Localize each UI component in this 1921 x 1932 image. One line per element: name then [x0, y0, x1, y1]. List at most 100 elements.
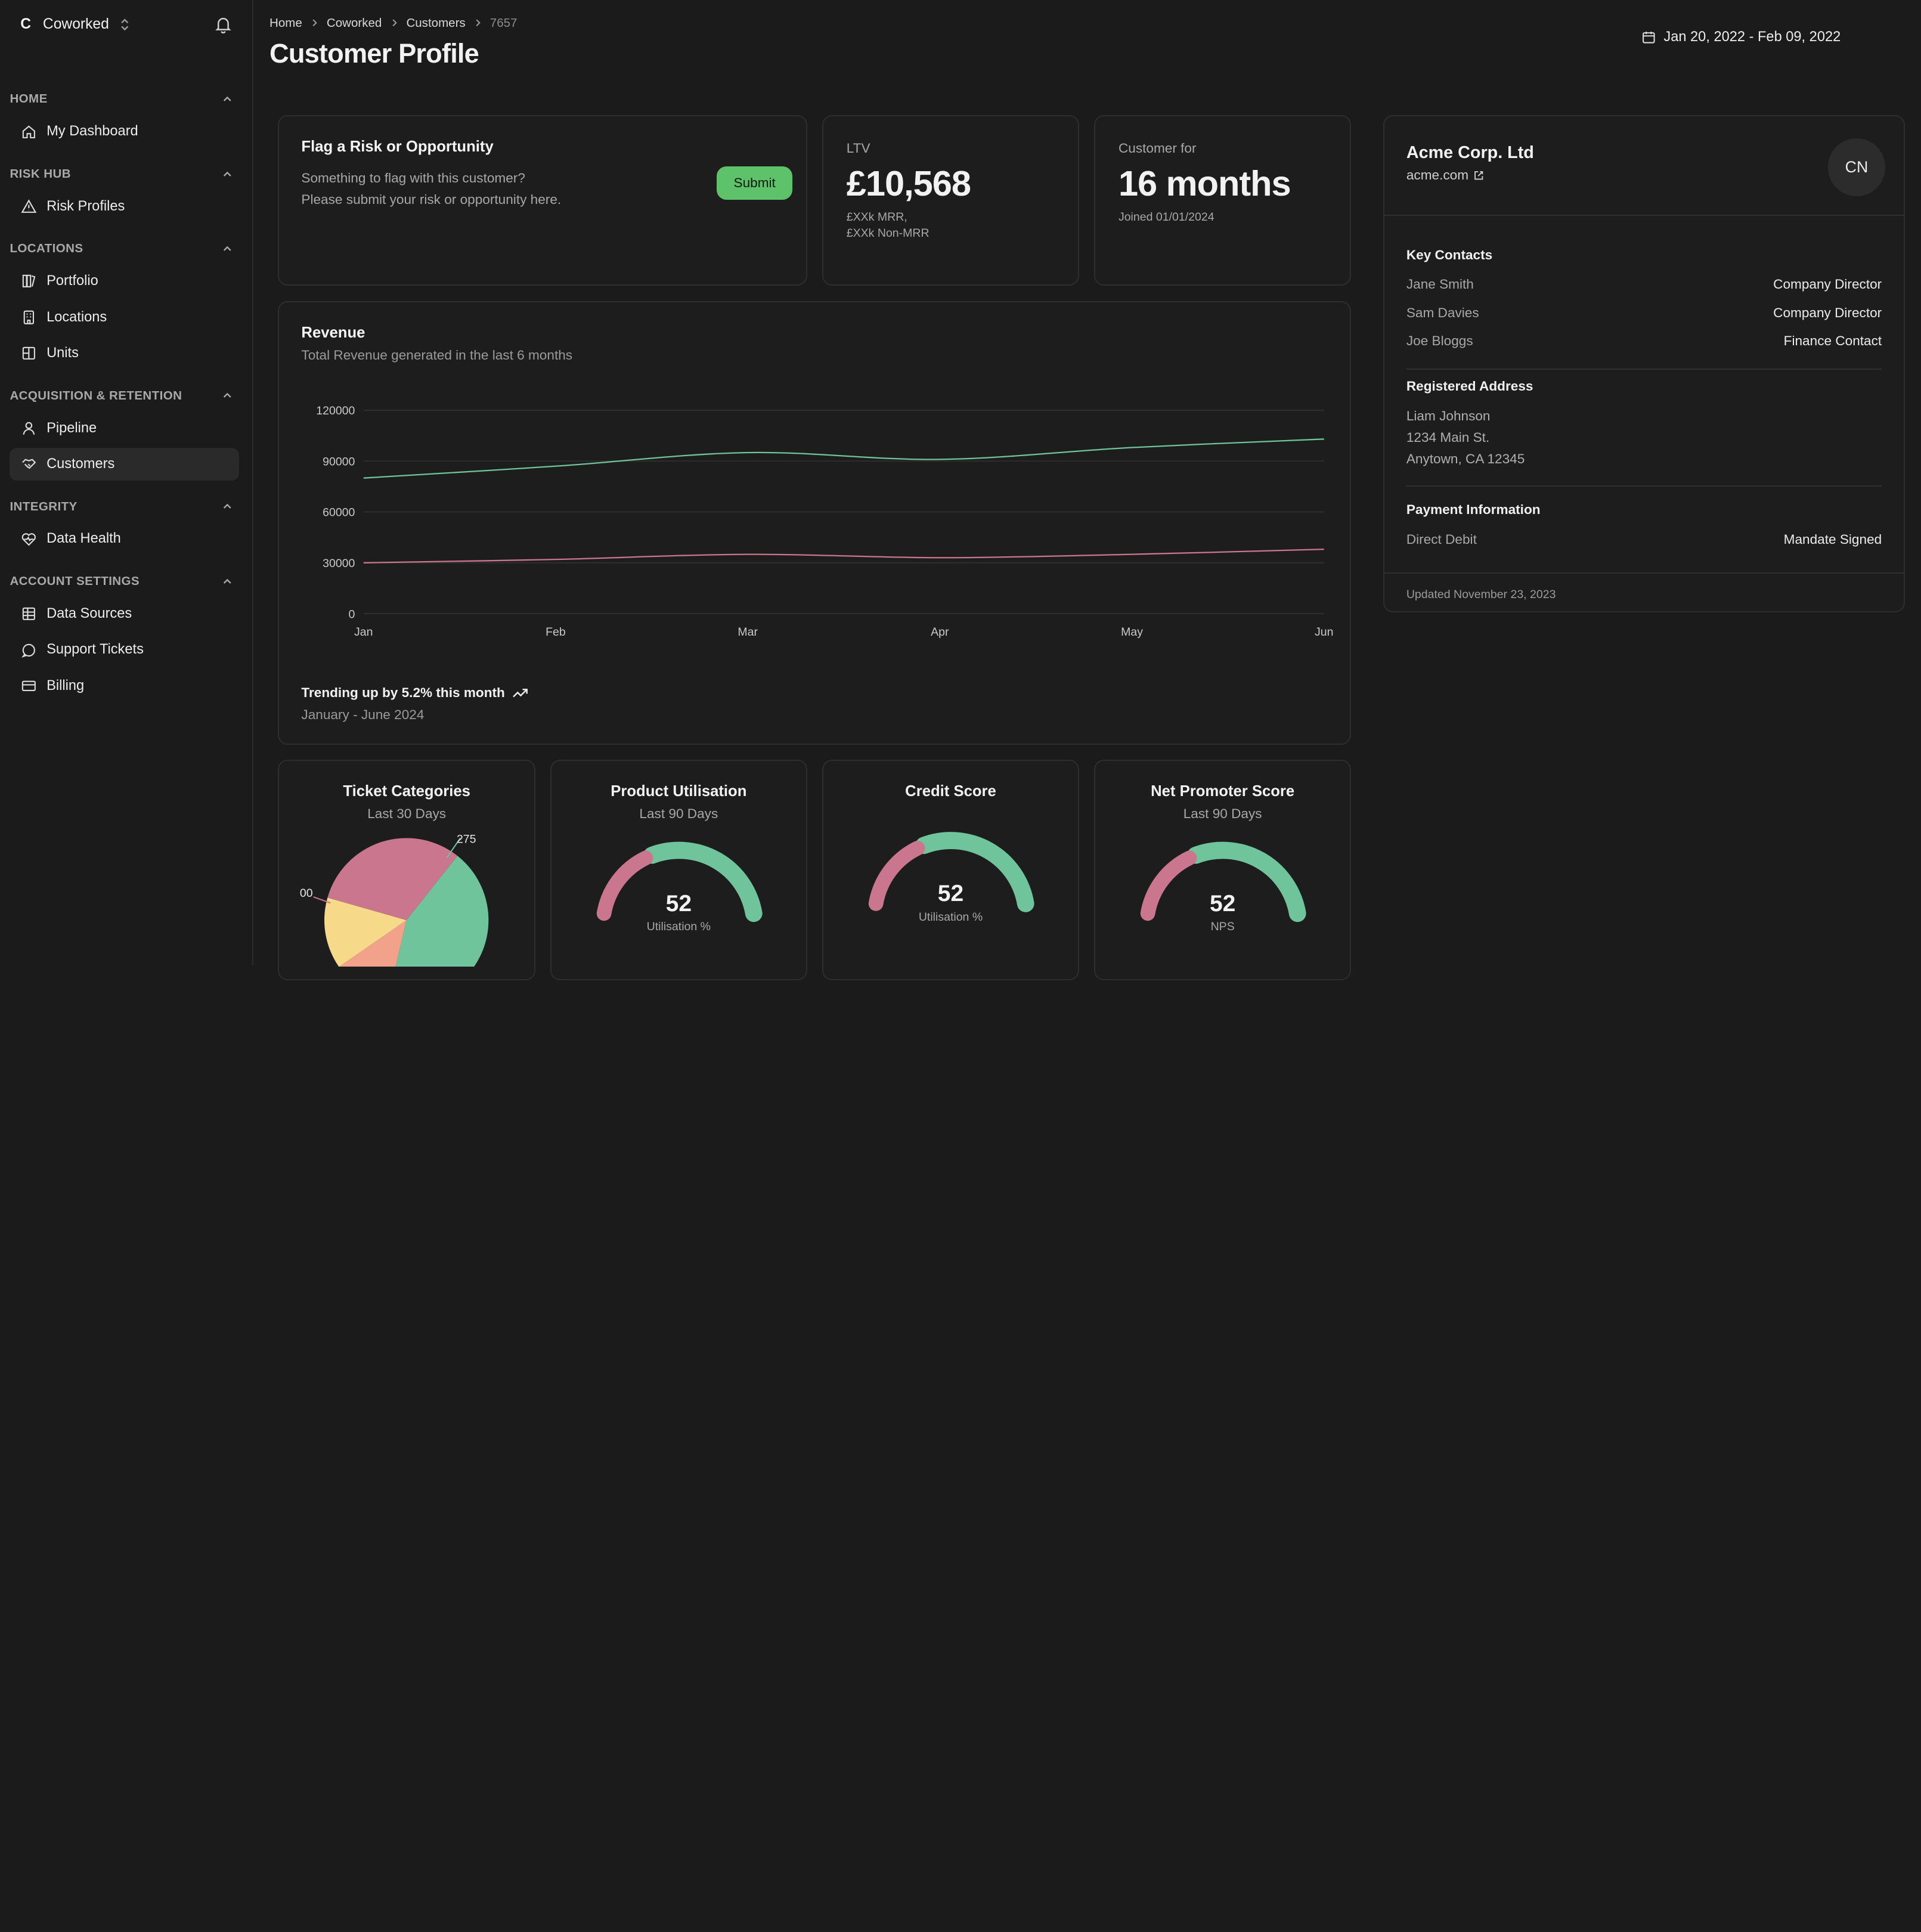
chevron-right-icon	[312, 19, 317, 27]
table-icon	[22, 607, 35, 620]
gauge-value: 52	[1209, 890, 1236, 917]
sidebar-item-data-health[interactable]: Data Health	[10, 522, 238, 555]
submit-button[interactable]: Submit	[716, 166, 793, 200]
section-header-account-settings[interactable]: ACCOUNT SETTINGS	[0, 565, 253, 597]
sidebar-item-customers[interactable]: Customers	[10, 447, 239, 481]
ticket-categories-card: 275 00 Ticket Categories Last 30 Days	[278, 759, 535, 980]
sidebar-item-billing[interactable]: Billing	[10, 670, 238, 702]
ticket-categories-pie-chart: 275 00	[300, 833, 489, 967]
section-header-acquisition[interactable]: ACQUISITION & RETENTION	[0, 380, 253, 411]
payment-info-heading: Payment Information	[1406, 502, 1541, 518]
y-tick-label: 90000	[323, 456, 355, 469]
breadcrumb-home[interactable]: Home	[269, 16, 302, 30]
org-switcher[interactable]: C Coworked	[10, 13, 242, 37]
breadcrumb-current: 7657	[489, 16, 518, 30]
gauge-label: Utilisation %	[918, 910, 983, 924]
x-tick-label: Jun	[1315, 626, 1333, 639]
revenue-title: Revenue	[301, 324, 365, 342]
avatar[interactable]: CN	[1827, 138, 1886, 196]
breadcrumb-coworked[interactable]: Coworked	[326, 16, 382, 30]
x-tick-label: Mar	[738, 626, 758, 639]
pie-label-leader	[313, 896, 331, 904]
series-line	[364, 549, 1325, 564]
pie-label: 275	[457, 833, 476, 846]
divider	[1384, 214, 1904, 216]
user-icon	[23, 422, 35, 435]
chevron-up-icon	[223, 393, 231, 398]
section-header-locations[interactable]: LOCATIONS	[0, 233, 253, 264]
gauge-label: Utilisation %	[646, 920, 711, 934]
books-icon	[22, 274, 36, 288]
ltv-card: LTV £10,568 £XXk MRR, £XXk Non-MRR	[822, 115, 1080, 286]
revenue-line-chart: 0 30000 60000 90000 120000 Jan Feb Mar Apr May Jun	[317, 404, 1334, 639]
credit-score-gauge	[868, 832, 1034, 912]
contact-row: Joe Bloggs Finance Contact	[1406, 333, 1882, 348]
y-tick-label: 0	[349, 608, 355, 621]
nps-title: Net Promoter Score	[1151, 782, 1295, 800]
calendar-icon	[1643, 32, 1656, 44]
x-tick-label: Apr	[931, 626, 950, 639]
registered-address-heading: Registered Address	[1406, 378, 1533, 394]
chevron-up-icon	[223, 578, 231, 584]
product-utilisation-card: Product Utilisation Last 90 Days 52 Util…	[550, 759, 808, 980]
gauge-remainder-arc	[868, 841, 925, 911]
joined-date: Joined 01/01/2024	[1118, 210, 1214, 224]
x-tick-label: Feb	[546, 626, 566, 639]
pie-slice	[327, 838, 458, 921]
sidebar-item-my-dashboard[interactable]: My Dashboard	[10, 115, 238, 148]
revenue-subtitle: Total Revenue generated in the last 6 mo…	[301, 348, 573, 363]
pie-slice	[324, 897, 407, 967]
flag-title: Flag a Risk or Opportunity	[301, 138, 494, 156]
date-range-picker[interactable]: Jan 20, 2022 - Feb 09, 2022	[1641, 29, 1841, 45]
gauge-label: NPS	[1210, 920, 1235, 934]
section-header-risk-hub[interactable]: RISK HUB	[0, 158, 253, 190]
warning-triangle-icon	[21, 199, 37, 213]
sidebar-nav: HOME My Dashboard RISK HUB Risk Profiles…	[0, 83, 253, 713]
y-tick-label: 120000	[317, 404, 355, 417]
section-header-integrity[interactable]: INTEGRITY	[0, 491, 253, 522]
company-website-link[interactable]: acme.com	[1406, 168, 1485, 183]
pie-label: 00	[300, 887, 313, 900]
product-utilisation-gauge	[596, 841, 763, 922]
chevron-up-icon	[223, 171, 231, 177]
bell-icon[interactable]	[213, 15, 233, 35]
door-icon	[22, 347, 35, 360]
sidebar-item-risk-profiles[interactable]: Risk Profiles	[10, 190, 238, 222]
x-tick-label: Jan	[354, 626, 373, 639]
sidebar-item-support-tickets[interactable]: Support Tickets	[10, 633, 238, 666]
ltv-value: £10,568	[846, 163, 971, 204]
key-contacts-heading: Key Contacts	[1406, 247, 1493, 262]
sidebar-item-units[interactable]: Units	[10, 337, 238, 370]
y-tick-label: 60000	[323, 506, 355, 519]
payment-row: Direct Debit Mandate Signed	[1406, 531, 1882, 547]
sidebar-item-portfolio[interactable]: Portfolio	[10, 265, 238, 298]
sidebar-section-integrity: INTEGRITY Data Health	[0, 491, 253, 556]
org-name: Coworked	[42, 16, 109, 33]
sidebar-section-home: HOME My Dashboard	[0, 83, 253, 148]
ltv-label: LTV	[846, 141, 870, 156]
flag-description: Something to flag with this customer? Pl…	[301, 171, 562, 208]
chevron-up-icon	[223, 246, 231, 251]
registered-address: Liam Johnson 1234 Main St. Anytown, CA 1…	[1406, 408, 1525, 466]
breadcrumb-customers[interactable]: Customers	[406, 16, 466, 30]
page-title: Customer Profile	[269, 38, 479, 69]
series-line	[364, 438, 1325, 479]
contact-row: Jane Smith Company Director	[1406, 277, 1882, 292]
section-header-home[interactable]: HOME	[0, 83, 253, 115]
heart-pulse-icon	[21, 532, 36, 546]
sidebar-item-data-sources[interactable]: Data Sources	[10, 597, 238, 630]
sidebar-item-locations[interactable]: Locations	[10, 301, 238, 333]
y-tick-label: 30000	[323, 557, 355, 570]
breadcrumb: Home Coworked Customers 7657	[269, 16, 517, 30]
gauge-value-arc	[915, 832, 1034, 912]
sidebar-item-pipeline[interactable]: Pipeline	[10, 411, 238, 444]
x-tick-label: May	[1121, 626, 1144, 639]
gauge-value: 52	[665, 890, 692, 917]
flag-risk-card: Flag a Risk or Opportunity Something to …	[278, 115, 808, 286]
org-initial: C	[20, 16, 32, 33]
ltv-breakdown: £XXk MRR, £XXk Non-MRR	[846, 210, 929, 240]
company-name: Acme Corp. Ltd	[1406, 143, 1534, 163]
handshake-icon	[22, 459, 36, 469]
contact-row: Sam Davies Company Director	[1406, 305, 1882, 320]
product-utilisation-subtitle: Last 90 Days	[639, 806, 718, 821]
